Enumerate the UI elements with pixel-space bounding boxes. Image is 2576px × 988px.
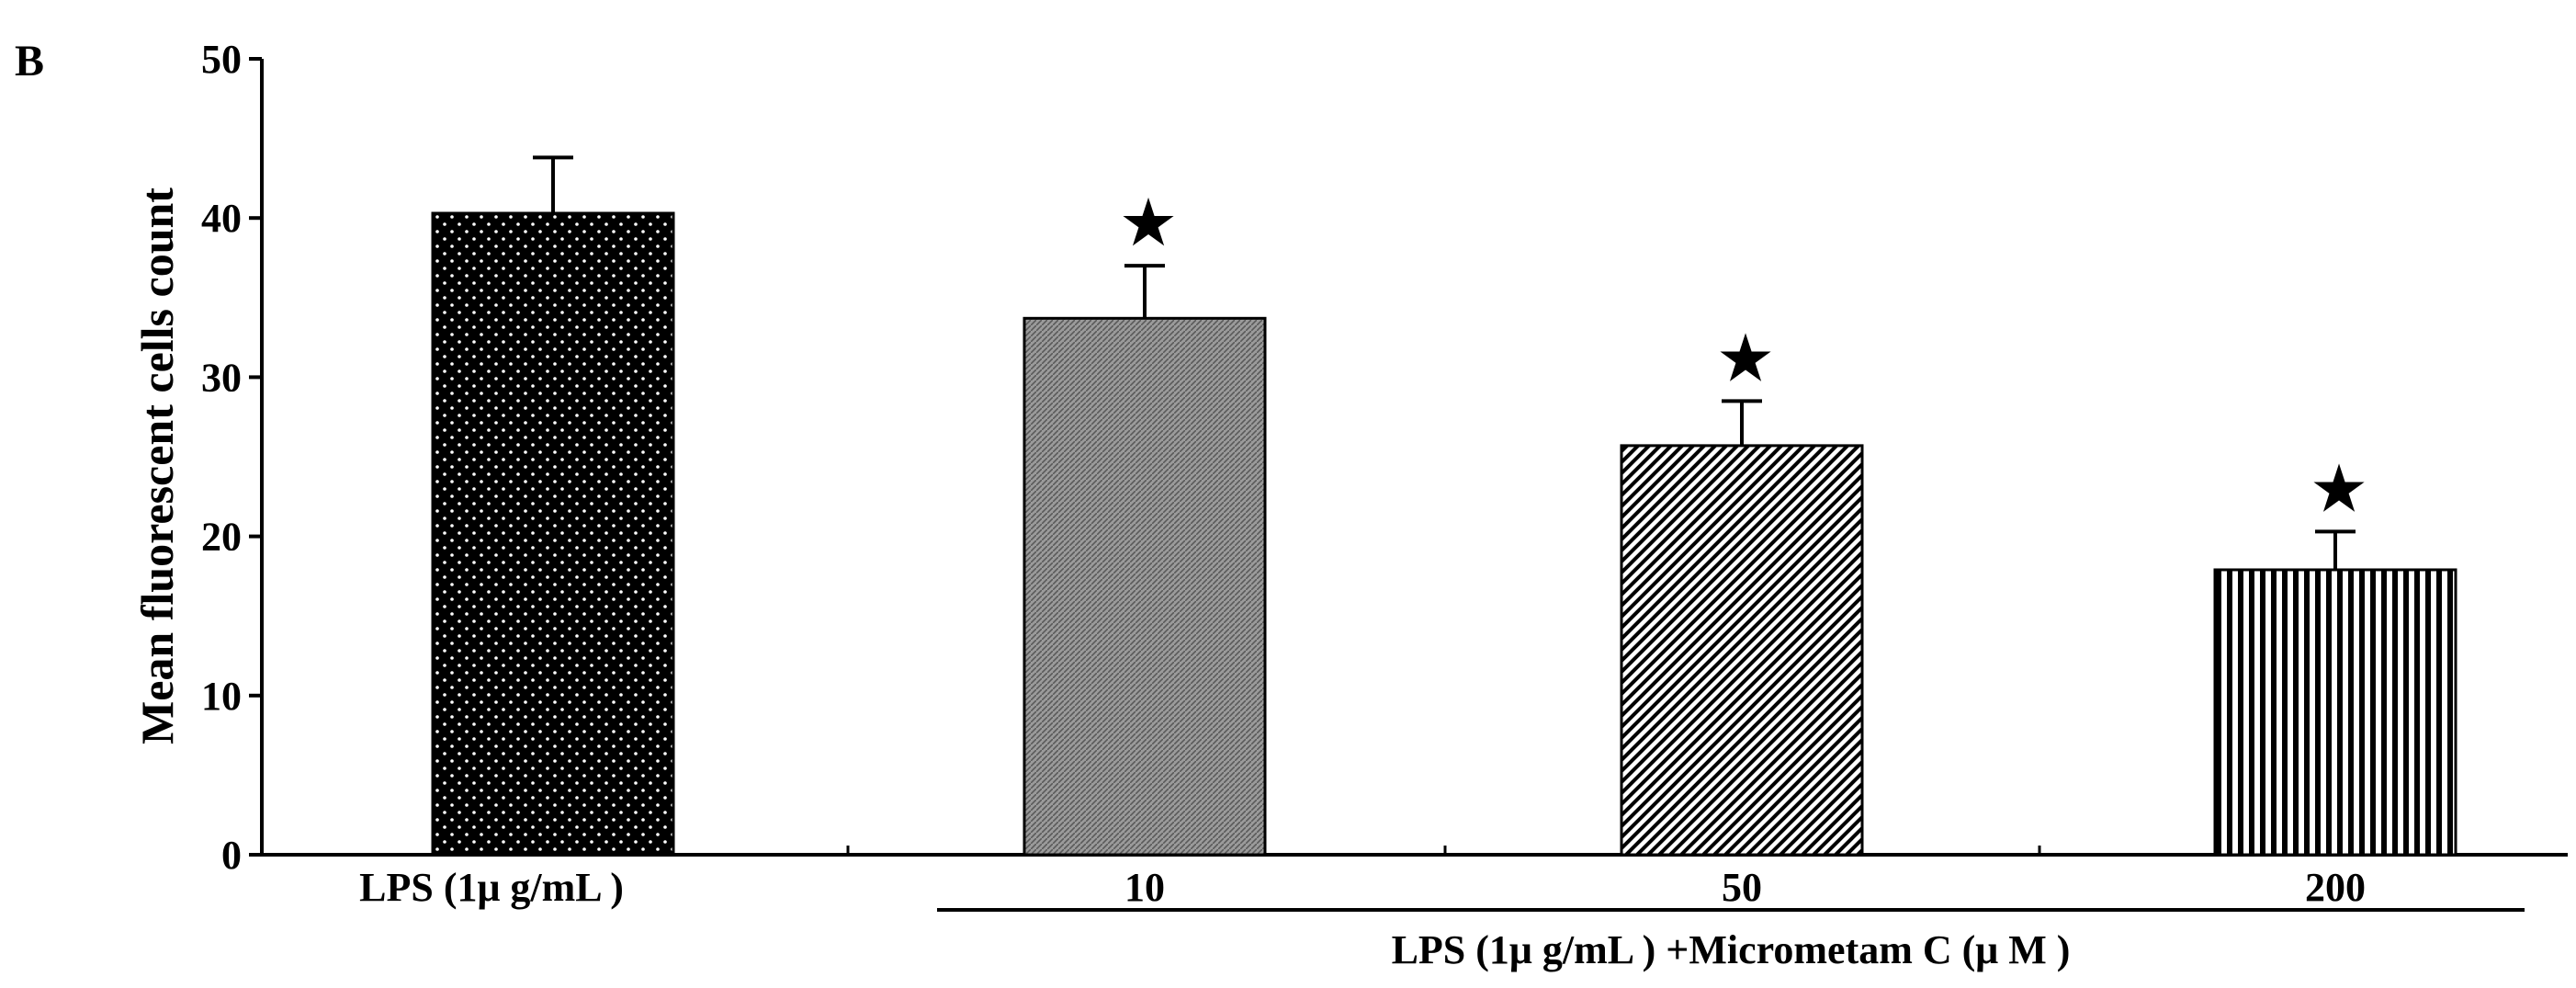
bar: [1022, 316, 1267, 857]
y-tick-label: 40: [201, 196, 242, 241]
x-tick-label: 200: [2305, 865, 2366, 910]
x-tick-label: 10: [1124, 865, 1165, 910]
y-tick-label: 0: [221, 833, 242, 878]
y-tick-label: 20: [201, 515, 242, 560]
significance-star: ★: [1119, 184, 1179, 261]
bar: [1620, 444, 1864, 857]
y-tick-label: 50: [201, 37, 242, 82]
x-tick-label: 50: [1722, 865, 1762, 910]
group-label: LPS (1μ g/mL ) +Micrometam C (μ M ): [1392, 927, 2071, 972]
significance-star: ★: [1716, 319, 1776, 396]
y-axis-label: Mean fluorescent cells count: [131, 187, 183, 744]
y-tick-label: 10: [201, 674, 242, 719]
bar: [2213, 568, 2457, 857]
y-tick-label: 30: [201, 355, 242, 400]
x-tick-label: LPS (1μ g/mL ): [359, 865, 624, 910]
bar: [431, 211, 675, 857]
significance-star: ★: [2310, 449, 2369, 527]
panel-label: B: [15, 37, 44, 85]
